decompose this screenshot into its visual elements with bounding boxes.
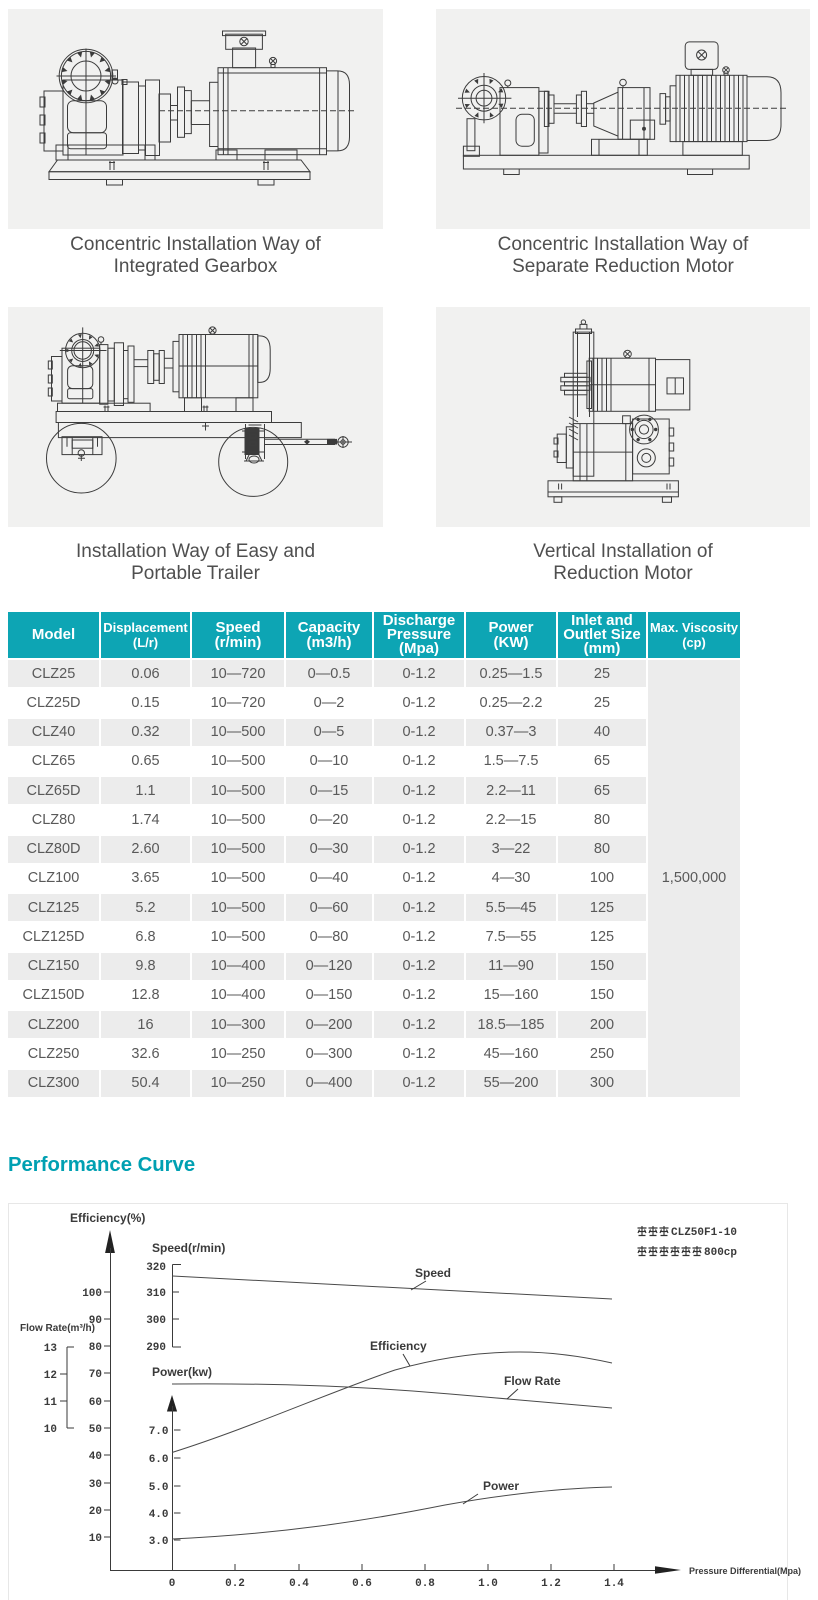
svg-text:60: 60 (89, 1397, 102, 1409)
svg-text:5.0: 5.0 (149, 1482, 169, 1494)
svg-text:320: 320 (146, 1262, 166, 1274)
svg-text:10: 10 (89, 1533, 102, 1545)
svg-text:290: 290 (146, 1342, 166, 1354)
svg-text:12: 12 (44, 1370, 57, 1382)
svg-text:Power(kw): Power(kw) (152, 1365, 212, 1379)
svg-text:Flow Rate: Flow Rate (504, 1374, 561, 1388)
svg-text:11: 11 (44, 1397, 58, 1409)
svg-text:100: 100 (82, 1288, 102, 1300)
svg-text:0: 0 (169, 1578, 176, 1590)
svg-text:Pressure Differential(Mpa): Pressure Differential(Mpa) (689, 1566, 801, 1576)
svg-text:40: 40 (89, 1451, 102, 1463)
svg-text:70: 70 (89, 1369, 102, 1381)
svg-text:310: 310 (146, 1288, 166, 1300)
svg-text:30: 30 (89, 1479, 102, 1491)
svg-text:20: 20 (89, 1506, 102, 1518)
svg-text:90: 90 (89, 1315, 102, 1327)
svg-text:3.0: 3.0 (149, 1536, 169, 1548)
svg-text:7.0: 7.0 (149, 1426, 169, 1438)
svg-text:1.4: 1.4 (604, 1578, 624, 1590)
svg-text:50: 50 (89, 1424, 102, 1436)
svg-text:6.0: 6.0 (149, 1454, 169, 1466)
svg-text:Efficiency(%): Efficiency(%) (70, 1211, 145, 1225)
svg-text:4.0: 4.0 (149, 1509, 169, 1521)
svg-text:0.4: 0.4 (289, 1578, 309, 1590)
svg-text:CLZ50F1-10: CLZ50F1-10 (671, 1227, 737, 1239)
svg-text:Speed(r/min): Speed(r/min) (152, 1241, 225, 1255)
svg-text:800cp: 800cp (704, 1247, 737, 1259)
svg-text:1.0: 1.0 (478, 1578, 498, 1590)
svg-text:10: 10 (44, 1424, 57, 1436)
svg-text:Flow Rate(m³/h): Flow Rate(m³/h) (20, 1323, 95, 1334)
svg-text:80: 80 (89, 1342, 102, 1354)
svg-text:0.2: 0.2 (225, 1578, 245, 1590)
svg-text:Speed: Speed (415, 1266, 451, 1280)
svg-text:0.8: 0.8 (415, 1578, 435, 1590)
svg-text:0.6: 0.6 (352, 1578, 372, 1590)
svg-text:Efficiency: Efficiency (370, 1339, 427, 1353)
svg-text:Power: Power (483, 1479, 519, 1493)
svg-text:300: 300 (146, 1315, 166, 1327)
svg-text:13: 13 (44, 1343, 58, 1355)
svg-text:1.2: 1.2 (541, 1578, 561, 1590)
